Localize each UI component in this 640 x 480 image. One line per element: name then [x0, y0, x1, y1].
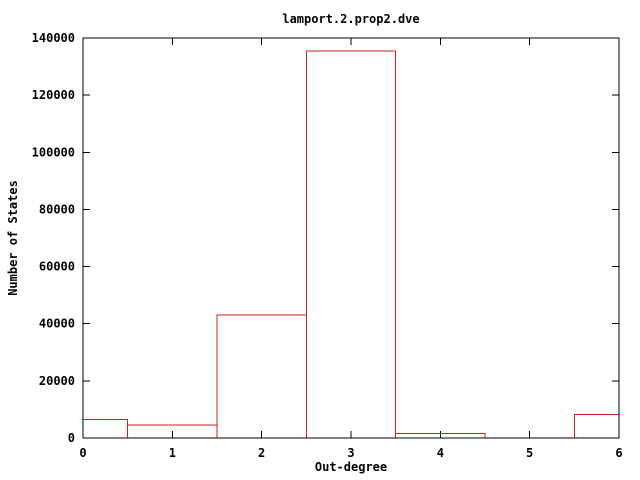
y-tick-label: 140000	[32, 31, 75, 45]
y-tick-label: 40000	[39, 317, 75, 331]
histogram-bar	[573, 414, 620, 439]
x-tick-label: 4	[437, 446, 444, 460]
chart-title: lamport.2.prop2.dve	[282, 12, 420, 26]
x-tick-label: 0	[79, 446, 86, 460]
x-tick-label: 5	[526, 446, 533, 460]
y-tick-label: 80000	[39, 202, 75, 216]
histogram-bar	[305, 50, 397, 439]
x-tick-label: 2	[258, 446, 265, 460]
plot-border	[82, 37, 620, 439]
x-tick-label: 3	[347, 446, 354, 460]
x-axis-title: Out-degree	[314, 460, 388, 474]
x-tick-label: 1	[169, 446, 176, 460]
x-tick-label: 6	[615, 446, 622, 460]
y-tick-label: 60000	[39, 260, 75, 274]
y-tick-label: 20000	[39, 374, 75, 388]
histogram-bar	[216, 314, 307, 439]
histogram-bar	[82, 418, 129, 439]
y-tick-label: 120000	[32, 88, 75, 102]
y-tick-label: 100000	[32, 145, 75, 159]
y-tick-label: 0	[68, 431, 75, 445]
